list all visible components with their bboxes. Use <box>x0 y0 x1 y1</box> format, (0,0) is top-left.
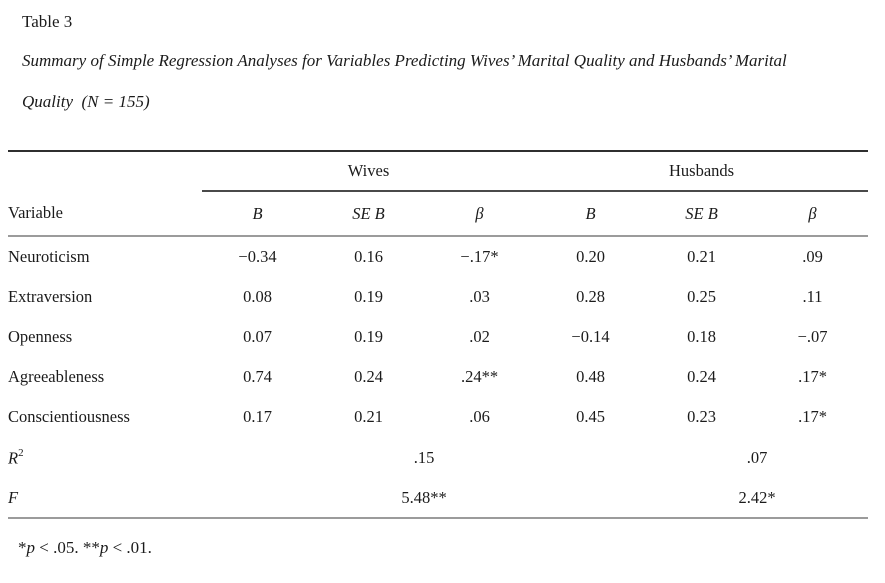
note-star: * <box>18 538 27 557</box>
cell-wives-r-squared: .15 <box>413 448 435 467</box>
column-header-wives-seb: SE B <box>313 191 424 237</box>
note-p-symbol: p <box>99 538 109 557</box>
note-segment: < .05. ** <box>35 538 100 557</box>
row-label-f: F <box>8 479 202 519</box>
cell-husbands-seb: 0.24 <box>687 367 716 386</box>
column-header-husbands-b: B <box>535 191 647 237</box>
group-header-row: Wives Husbands <box>8 150 869 192</box>
cell-empty <box>202 479 313 519</box>
note-segment: < .01. <box>108 538 152 557</box>
row-label: Extraversion <box>8 287 93 306</box>
cell-wives-seb: 0.19 <box>354 327 383 346</box>
cell-husbands-seb: 0.23 <box>687 407 716 426</box>
group-header-husbands: Husbands <box>535 150 869 192</box>
column-header-wives-beta: β <box>424 191 536 237</box>
table-number: Table 3 <box>22 12 73 31</box>
row-label: Conscientiousness <box>8 407 130 426</box>
cell-husbands-b: 0.28 <box>576 287 605 306</box>
row-label: Openness <box>8 327 73 346</box>
cell-wives-beta: .06 <box>469 407 490 426</box>
regression-summary-table: Wives Husbands Variable B SE B β B SE B … <box>8 150 869 519</box>
r-squared-base: R <box>8 448 19 468</box>
cell-wives-b: 0.07 <box>243 327 272 346</box>
table-note: *p < .05. **p < .01. <box>18 538 885 558</box>
table-row-agreeableness: Agreeableness 0.74 0.24 .24** 0.48 0.24 … <box>8 357 868 397</box>
table-caption-line1: Summary of Simple Regression Analyses fo… <box>22 51 787 70</box>
cell-husbands-beta: .17* <box>798 367 827 386</box>
cell-wives-b: 0.08 <box>243 287 272 306</box>
cell-empty <box>202 437 313 479</box>
note-p-symbol: p <box>26 538 36 557</box>
table-row-neuroticism: Neuroticism −0.34 0.16 −.17* 0.20 0.21 .… <box>8 236 868 277</box>
cell-husbands-b: 0.20 <box>576 247 605 266</box>
cell-wives-seb: 0.24 <box>354 367 383 386</box>
cell-husbands-beta: .17* <box>798 407 827 426</box>
table-row-openness: Openness 0.07 0.19 .02 −0.14 0.18 −.07 <box>8 317 868 357</box>
cell-husbands-beta: .09 <box>802 247 823 266</box>
cell-empty <box>535 437 646 479</box>
column-header-variable: Variable <box>8 191 202 237</box>
cell-husbands-seb: 0.18 <box>687 327 716 346</box>
cell-husbands-beta: .11 <box>802 287 823 306</box>
table-row-r-squared: R2 .15 .07 <box>8 437 868 479</box>
cell-wives-f: 5.48** <box>313 479 536 519</box>
r-squared-exponent: 2 <box>18 446 24 459</box>
table-row-f-statistic: F 5.48** 2.42* <box>8 479 869 519</box>
group-header-spacer <box>8 150 202 191</box>
cell-empty <box>535 479 647 519</box>
table-row-extraversion: Extraversion 0.08 0.19 .03 0.28 0.25 .11 <box>8 277 868 317</box>
cell-husbands-b: −0.14 <box>571 327 610 346</box>
cell-husbands-f: 2.42* <box>646 479 869 519</box>
cell-wives-beta: .24** <box>460 367 499 386</box>
row-label: Agreeableness <box>8 367 105 386</box>
cell-wives-seb: 0.21 <box>354 407 383 426</box>
column-header-husbands-seb: SE B <box>646 191 758 237</box>
cell-wives-b: −0.34 <box>238 247 277 266</box>
row-label-r-squared: R2 <box>8 437 202 479</box>
document-page: Table 3 Summary of Simple Regression Ana… <box>0 12 885 583</box>
cell-wives-b: 0.17 <box>243 407 272 426</box>
column-header-wives-b: B <box>202 191 313 237</box>
cell-husbands-beta: −.07 <box>797 327 828 346</box>
table-row-conscientiousness: Conscientiousness 0.17 0.21 .06 0.45 0.2… <box>8 397 868 437</box>
row-label: Neuroticism <box>8 247 90 266</box>
cell-husbands-b: 0.48 <box>576 367 605 386</box>
cell-wives-beta: .02 <box>469 327 490 346</box>
cell-wives-b: 0.74 <box>243 367 272 386</box>
cell-wives-seb: 0.16 <box>354 247 383 266</box>
cell-husbands-seb: 0.25 <box>687 287 716 306</box>
cell-wives-beta: .03 <box>469 287 490 306</box>
column-header-row: Variable B SE B β B SE B β <box>8 191 869 237</box>
table-caption-line2: Quality (N = 155) <box>22 92 150 111</box>
column-header-husbands-beta: β <box>757 191 869 237</box>
group-header-wives: Wives <box>202 150 536 192</box>
cell-husbands-seb: 0.21 <box>687 247 716 266</box>
cell-husbands-b: 0.45 <box>576 407 605 426</box>
cell-husbands-r-squared: .07 <box>746 448 768 467</box>
cell-wives-beta: −.17* <box>460 247 499 266</box>
cell-wives-seb: 0.19 <box>354 287 383 306</box>
